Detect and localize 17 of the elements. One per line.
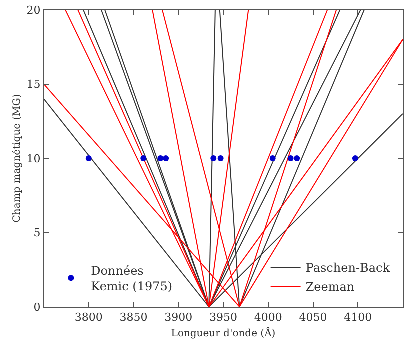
y-tick-label: 0 xyxy=(34,300,41,314)
legend-label: Données Kemic (1975) xyxy=(91,264,173,294)
x-axis-title: Longueur d'onde (Å) xyxy=(171,326,276,340)
legend-label: Zeeman xyxy=(306,280,355,294)
x-tick-label: 3950 xyxy=(210,311,238,324)
x-tick-label: 4100 xyxy=(344,311,372,324)
y-tick-label: 10 xyxy=(26,152,41,166)
x-tick-label: 3900 xyxy=(164,311,193,324)
y-tick-label: 20 xyxy=(26,4,41,17)
y-tick-label: 5 xyxy=(34,226,41,240)
x-tick-label: 4050 xyxy=(299,311,328,324)
x-tick-label: 4000 xyxy=(254,311,282,324)
y-axis-title: Champ magnétique (MG) xyxy=(12,94,23,223)
legend-label: Paschen-Back xyxy=(306,261,391,276)
y-tick-label: 15 xyxy=(26,78,41,92)
x-tick-label: 3850 xyxy=(120,311,148,324)
x-tick-label: 3800 xyxy=(74,311,103,324)
